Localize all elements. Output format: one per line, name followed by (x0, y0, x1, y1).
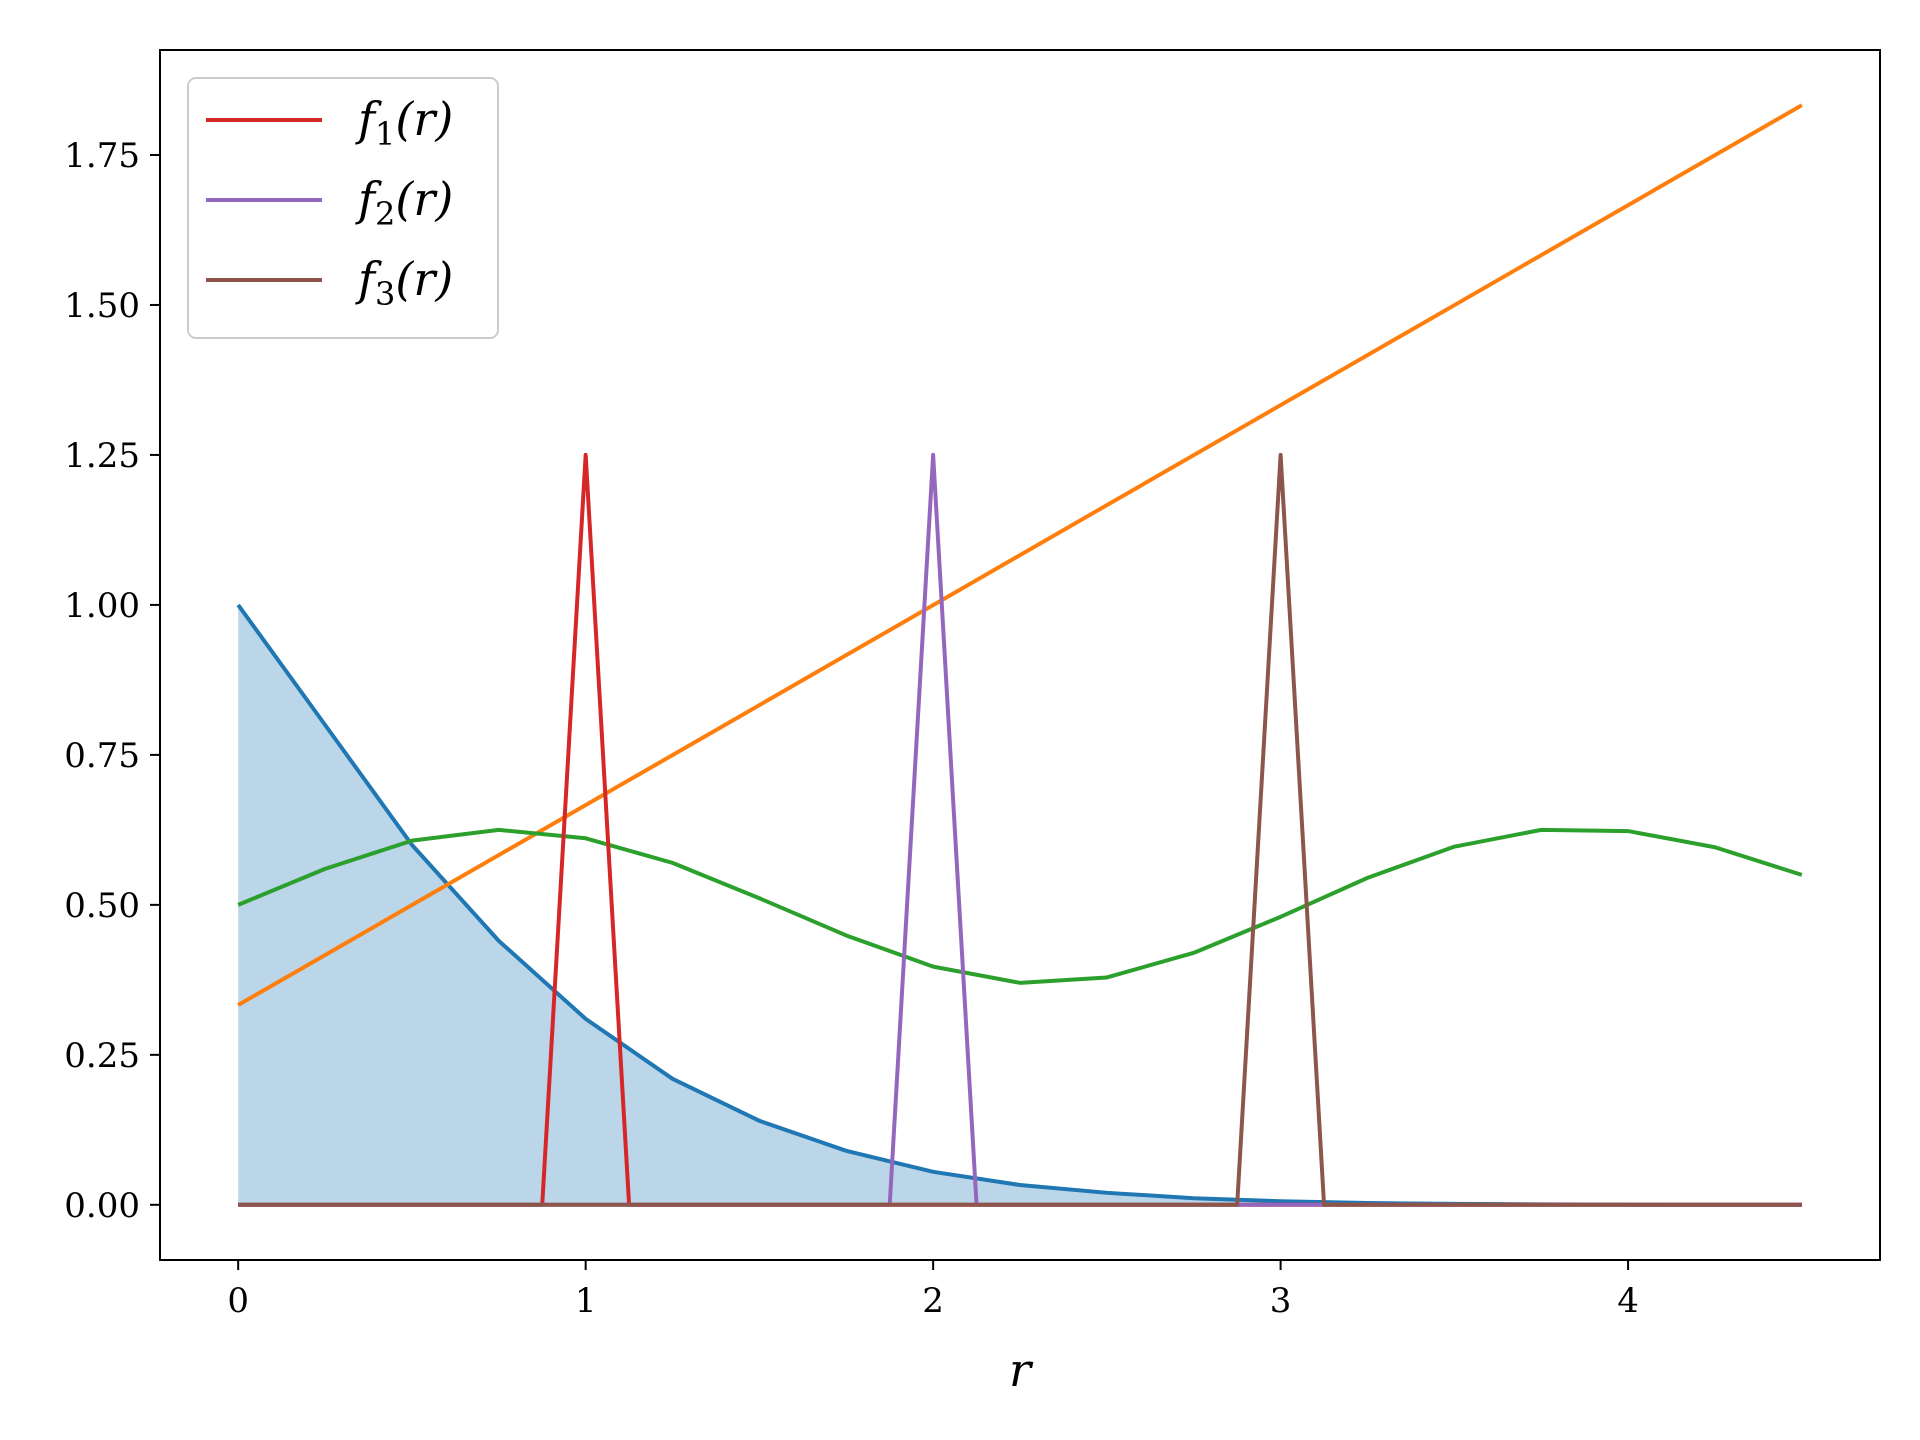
y-tick-label: 1.75 (64, 136, 140, 176)
x-tick-label: 0 (227, 1281, 249, 1321)
x-axis-label: r (1009, 1343, 1034, 1397)
legend-label: f1(r) (355, 92, 453, 153)
series-3-line (237, 827, 1803, 985)
y-tick-label: 0.25 (64, 1036, 140, 1076)
y-tick-label: 1.00 (64, 586, 140, 626)
x-tick-label: 3 (1270, 1281, 1292, 1321)
y-tick-label: 0.75 (64, 736, 140, 776)
legend-label: f3(r) (355, 252, 453, 313)
x-tick-label: 1 (575, 1281, 597, 1321)
plot-frame (159, 49, 1881, 1261)
legend-box (187, 77, 499, 339)
y-tick-label: 1.25 (64, 436, 140, 476)
series-6-line (238, 452, 1802, 1207)
series-1-area (238, 604, 1802, 1205)
x-axis-ticks: 0 1 2 3 4 (227, 1260, 1639, 1321)
y-axis-ticks: 0.00 0.25 0.50 0.75 1.00 1.25 1.50 1.75 (64, 136, 160, 1226)
x-tick-label: 2 (922, 1281, 944, 1321)
legend-label: f2(r) (355, 172, 453, 233)
lines-layer (236, 103, 1803, 1207)
legend: f1(r) f2(r) f3(r) (187, 77, 499, 339)
y-tick-label: 0.00 (64, 1186, 140, 1226)
fills-layer (238, 604, 1802, 1205)
x-tick-label: 4 (1617, 1281, 1639, 1321)
y-tick-label: 0.50 (64, 886, 140, 926)
series-2-line (237, 103, 1803, 1007)
y-tick-label: 1.50 (64, 286, 140, 326)
